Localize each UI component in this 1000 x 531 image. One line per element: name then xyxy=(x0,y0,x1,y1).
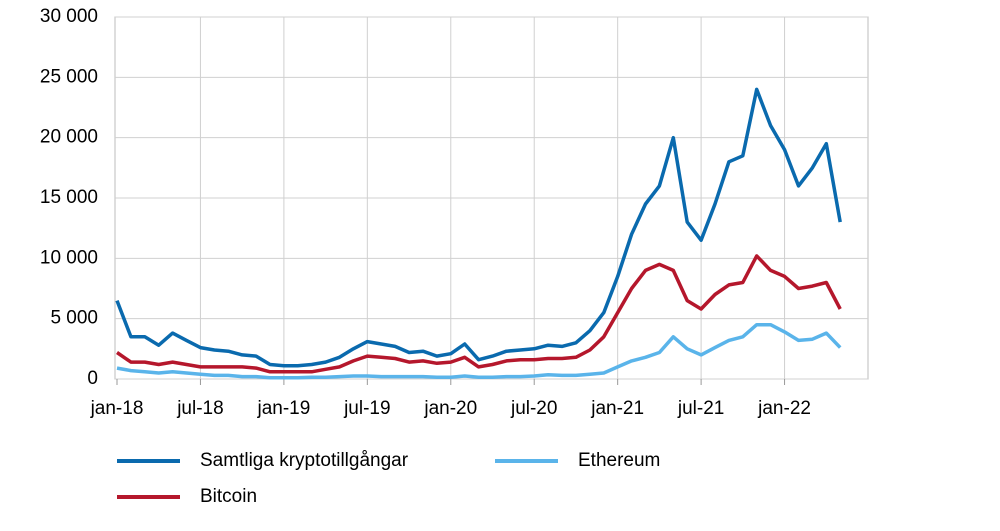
x-tick-label: jan-21 xyxy=(590,398,644,419)
legend-label: Samtliga kryptotillgångar xyxy=(200,450,409,471)
x-tick-label: jan-18 xyxy=(90,398,144,419)
x-tick-label: jan-20 xyxy=(423,398,477,419)
x-tick-label: jan-22 xyxy=(757,398,811,419)
y-tick-label: 30 000 xyxy=(40,6,98,27)
x-tick-label: jul-19 xyxy=(343,398,390,419)
y-tick-label: 20 000 xyxy=(40,127,98,148)
y-tick-label: 10 000 xyxy=(40,247,98,268)
legend-label: Ethereum xyxy=(578,450,660,471)
y-tick-label: 0 xyxy=(87,368,98,389)
x-tick-label: jul-20 xyxy=(510,398,557,419)
line-series xyxy=(116,254,842,374)
y-tick-label: 5 000 xyxy=(50,308,98,329)
x-tick-label: jul-21 xyxy=(677,398,724,419)
legend-label: Bitcoin xyxy=(200,486,257,507)
line-series xyxy=(116,322,842,380)
y-tick-label: 15 000 xyxy=(40,187,98,208)
x-tick-label: jan-19 xyxy=(256,398,310,419)
y-tick-label: 25 000 xyxy=(40,66,98,87)
x-tick-label: jul-18 xyxy=(176,398,223,419)
line-series xyxy=(115,87,842,368)
